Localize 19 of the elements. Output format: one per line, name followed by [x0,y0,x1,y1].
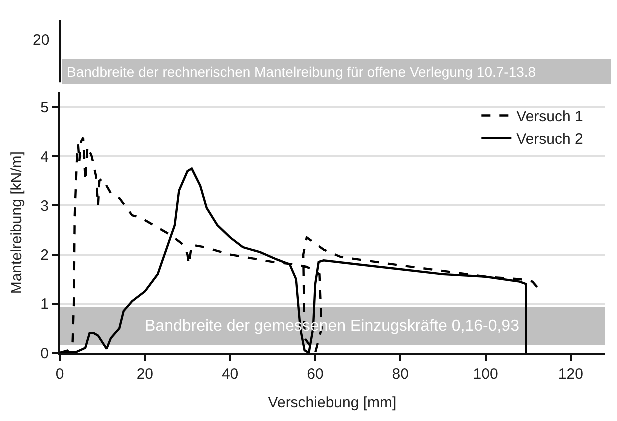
x-tick-label: 80 [392,366,409,383]
y-tick-label: 4 [40,148,49,166]
y-tick-label: 5 [40,100,49,117]
legend-label: Versuch 2 [516,131,584,148]
x-tick-label: 120 [558,366,584,383]
legend-label: Versuch 1 [516,108,584,126]
x-tick-label: 40 [222,366,239,383]
x-axis-title: Verschiebung [mm] [268,394,397,412]
y-tick-label: 3 [40,198,49,215]
y-tick-label: 1 [40,296,49,314]
x-tick-label: 0 [56,366,64,383]
x-tick-label: 60 [307,366,324,383]
y-axis-title: Mantelreibung [kN/m] [8,152,26,294]
text: Bandbreite der rechnerischen Mantelreibung für offene Verlegung 10.7-13.8 [67,64,536,80]
x-tick-label: 100 [473,366,498,383]
x-tick-label: 20 [136,366,154,383]
y-tick-label: 2 [40,247,49,264]
y-tick-label: 0 [40,345,49,362]
text: 20 [33,32,50,49]
